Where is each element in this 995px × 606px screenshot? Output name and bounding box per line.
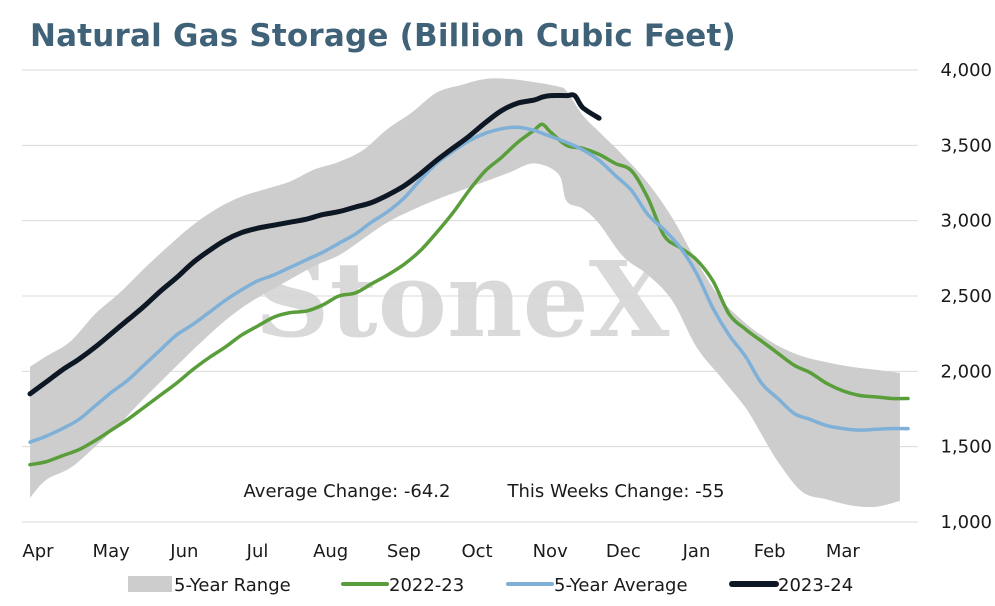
this-weeks-change-annotation: This Weeks Change: -55 bbox=[506, 481, 724, 502]
x-tick-label: Dec bbox=[606, 541, 641, 562]
x-tick-label: Sep bbox=[387, 541, 421, 562]
line-5-year-average bbox=[28, 125, 910, 444]
legend-item-5-year-range: 5-Year Range bbox=[128, 575, 291, 596]
y-tick-label: 3,000 bbox=[940, 211, 992, 232]
legend-label: 5-Year Average bbox=[554, 575, 688, 596]
legend-item-2022-23: 2022-23 bbox=[341, 575, 464, 596]
y-tick-label: 2,000 bbox=[940, 361, 992, 382]
x-axis-ticks: Apr May Jun Jul Aug Sep Oct Nov Dec Jan Feb Mar bbox=[22, 541, 860, 562]
legend: 5-Year Range 2022-23 5-Year Average 2023-24 bbox=[128, 575, 853, 596]
legend-label: 2023-24 bbox=[778, 575, 853, 596]
range-band-layer bbox=[30, 78, 900, 508]
legend-label: 2022-23 bbox=[389, 575, 464, 596]
legend-item-5-year-average: 5-Year Average bbox=[506, 575, 688, 596]
y-tick-label: 1,500 bbox=[940, 437, 992, 458]
line-2023-24 bbox=[27, 92, 602, 397]
legend-item-2023-24: 2023-24 bbox=[729, 575, 853, 596]
x-tick-label: Jan bbox=[682, 541, 711, 562]
x-tick-label: Jul bbox=[246, 541, 269, 562]
y-tick-label: 3,500 bbox=[940, 135, 992, 156]
y-axis-ticks: 1,000 1,500 2,000 2,500 3,000 3,500 4,000 bbox=[940, 60, 992, 533]
band-5-year-range bbox=[30, 78, 900, 508]
x-tick-label: Jun bbox=[169, 541, 198, 562]
x-tick-label: Nov bbox=[533, 541, 568, 562]
chart-title: Natural Gas Storage (Billion Cubic Feet) bbox=[30, 18, 736, 54]
y-tick-label: 1,000 bbox=[940, 512, 992, 533]
x-tick-label: Oct bbox=[461, 541, 492, 562]
x-tick-label: Apr bbox=[22, 541, 54, 562]
x-tick-label: May bbox=[93, 541, 131, 562]
y-tick-label: 2,500 bbox=[940, 286, 992, 307]
series-lines-layer bbox=[27, 92, 910, 467]
average-change-annotation: Average Change: -64.2 bbox=[244, 481, 451, 502]
legend-swatch bbox=[128, 576, 172, 592]
line-2022-23 bbox=[28, 122, 910, 467]
x-tick-label: Aug bbox=[313, 541, 348, 562]
x-tick-label: Feb bbox=[754, 541, 786, 562]
annotations: Average Change: -64.2 This Weeks Change:… bbox=[244, 481, 725, 502]
y-tick-label: 4,000 bbox=[940, 60, 992, 81]
legend-label: 5-Year Range bbox=[174, 575, 291, 596]
x-tick-label: Mar bbox=[826, 541, 861, 562]
